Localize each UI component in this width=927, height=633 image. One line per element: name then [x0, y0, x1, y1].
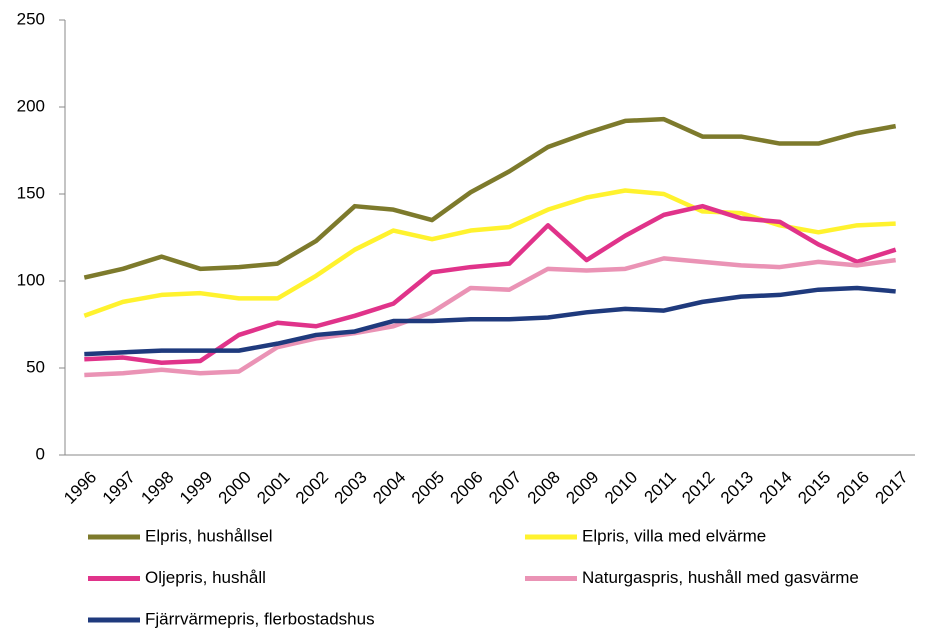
legend-label: Fjärrvärmepris, flerbostadshus	[145, 609, 375, 628]
legend-label: Elpris, villa med elvärme	[582, 526, 766, 545]
x-tick-label: 2017	[871, 468, 911, 508]
x-tick-label: 1998	[137, 468, 177, 508]
x-tick-label: 2005	[408, 468, 448, 508]
legend-label: Elpris, hushållsel	[145, 526, 273, 545]
y-tick-label: 200	[17, 96, 45, 115]
series-line	[84, 203, 897, 366]
x-tick-label: 2000	[215, 468, 255, 508]
x-tick-label: 2009	[562, 468, 602, 508]
x-tick-label: 2003	[331, 468, 371, 508]
x-tick-label: 1999	[176, 468, 216, 508]
x-tick-label: 2011	[641, 468, 680, 507]
y-tick-label: 150	[17, 183, 45, 202]
x-tick-label: 2002	[292, 468, 332, 508]
x-tick-label: 2006	[446, 468, 486, 508]
y-tick-label: 100	[17, 270, 45, 289]
series-line	[83, 116, 897, 280]
x-tick-label: 2004	[369, 468, 409, 508]
legend-label: Oljepris, hushåll	[145, 568, 266, 587]
x-tick-label: 2015	[794, 468, 834, 508]
x-tick-label: 1997	[99, 468, 139, 508]
x-tick-label: 2014	[756, 468, 796, 508]
x-tick-label: 2001	[253, 468, 293, 508]
y-tick-label: 250	[17, 9, 45, 28]
x-tick-label: 2007	[485, 468, 525, 508]
x-tick-label: 2013	[717, 468, 757, 508]
y-tick-label: 0	[36, 444, 45, 463]
x-tick-label: 2016	[833, 468, 873, 508]
series-line	[84, 285, 896, 357]
series-line	[84, 256, 896, 378]
legend-label: Naturgaspris, hushåll med gasvärme	[582, 568, 859, 587]
x-tick-label: 2008	[524, 468, 564, 508]
x-tick-label: 1996	[60, 468, 100, 508]
y-tick-label: 50	[26, 357, 45, 376]
x-tick-label: 2010	[601, 468, 641, 508]
x-tick-label: 2012	[678, 468, 718, 508]
